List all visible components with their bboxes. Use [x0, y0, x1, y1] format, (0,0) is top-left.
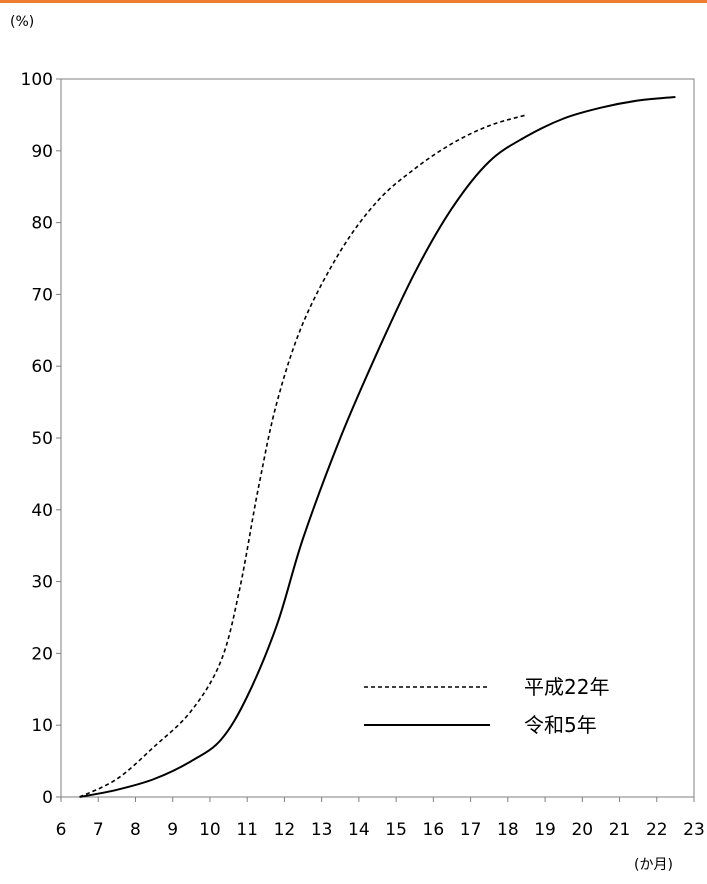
- x-axis-ticks: 6 7 8 9 10 11 12 13 14 15 16 17 18 19 20 21 22 23: [56, 797, 705, 840]
- y-tick-label-0: 0: [42, 788, 53, 808]
- x-tick-label-22: 22: [646, 820, 668, 840]
- y-tick-label-40: 40: [31, 501, 53, 521]
- y-tick-label-60: 60: [31, 357, 53, 377]
- x-axis-label: (か月): [634, 857, 673, 873]
- y-tick-label-10: 10: [31, 716, 53, 736]
- x-tick-label-23: 23: [683, 820, 705, 840]
- y-axis-ticks: 0 10 20 30 40 50 60 70 80 90 100: [21, 70, 61, 808]
- y-tick-label-50: 50: [31, 429, 53, 449]
- x-tick-label-13: 13: [311, 820, 333, 840]
- y-tick-label-70: 70: [31, 285, 53, 305]
- x-tick-label-11: 11: [236, 820, 258, 840]
- x-tick-label-6: 6: [56, 820, 67, 840]
- x-tick-label-18: 18: [497, 820, 519, 840]
- x-tick-label-17: 17: [460, 820, 482, 840]
- x-tick-label-16: 16: [423, 820, 445, 840]
- series-line-1: [79, 114, 527, 798]
- x-tick-label-14: 14: [348, 820, 370, 840]
- x-tick-label-9: 9: [167, 820, 178, 840]
- x-tick-label-10: 10: [199, 820, 221, 840]
- x-tick-label-12: 12: [274, 820, 296, 840]
- y-tick-label-80: 80: [31, 214, 53, 234]
- legend-label-2: 令和5年: [524, 713, 597, 737]
- top-accent-bar: [0, 0, 707, 3]
- x-tick-label-19: 19: [534, 820, 556, 840]
- series-lines: [79, 96, 676, 798]
- y-tick-label-90: 90: [31, 142, 53, 162]
- y-tick-label-100: 100: [21, 70, 53, 90]
- x-tick-label-21: 21: [609, 820, 631, 840]
- y-tick-label-20: 20: [31, 644, 53, 664]
- series-line-2: [79, 96, 676, 798]
- y-tick-label-30: 30: [31, 573, 53, 593]
- x-tick-label-8: 8: [130, 820, 141, 840]
- legend-label-1: 平成22年: [524, 675, 609, 699]
- x-tick-label-15: 15: [385, 820, 407, 840]
- y-axis-label: (%): [10, 14, 34, 30]
- x-tick-label-20: 20: [571, 820, 593, 840]
- x-tick-label-7: 7: [93, 820, 104, 840]
